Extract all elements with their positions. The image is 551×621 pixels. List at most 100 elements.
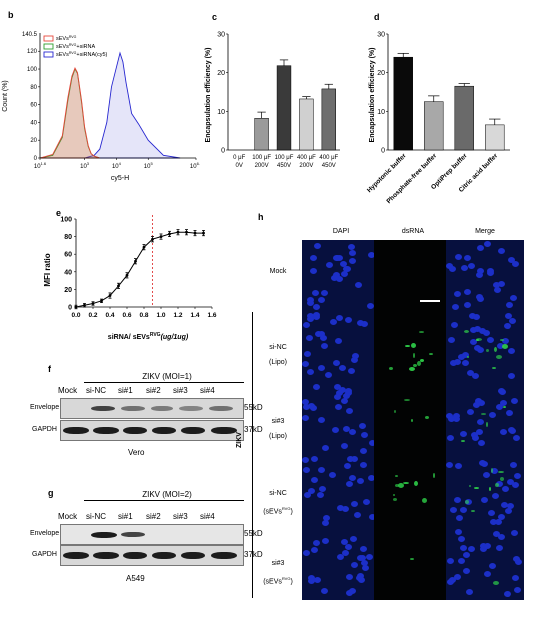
nucleus bbox=[346, 481, 353, 487]
nucleus bbox=[336, 276, 343, 282]
nucleus bbox=[360, 546, 367, 552]
nucleus bbox=[501, 502, 508, 508]
nucleus bbox=[313, 540, 320, 546]
nucleus bbox=[317, 492, 324, 498]
nucleus bbox=[505, 508, 512, 514]
nucleus bbox=[504, 591, 511, 597]
nucleus bbox=[320, 335, 327, 341]
nucleus bbox=[345, 544, 352, 550]
nucleus bbox=[369, 440, 376, 446]
nucleus bbox=[451, 322, 458, 328]
nucleus bbox=[466, 589, 473, 595]
panel-h-group-bracket bbox=[252, 312, 253, 598]
nucleus bbox=[345, 388, 352, 394]
panel-f-label: f bbox=[48, 364, 51, 374]
y-tick-label: 20 bbox=[64, 287, 72, 294]
nucleus bbox=[362, 565, 369, 571]
nucleus bbox=[331, 275, 338, 281]
dsrna-signal bbox=[498, 471, 504, 473]
nucleus bbox=[452, 304, 459, 310]
bar bbox=[424, 101, 444, 151]
nucleus bbox=[477, 268, 484, 274]
y-tick-label: 80 bbox=[64, 234, 72, 241]
panel-f-row-label: Envelope bbox=[30, 404, 60, 411]
panel-h-group-label: ZIKV bbox=[236, 432, 243, 448]
data-point bbox=[74, 305, 78, 309]
panel-b-label: b bbox=[8, 10, 14, 20]
y-tick-label: 20 bbox=[217, 70, 225, 77]
nucleus bbox=[453, 416, 460, 422]
nucleus bbox=[332, 427, 339, 433]
nucleus bbox=[341, 539, 348, 545]
nucleus bbox=[458, 558, 465, 564]
nucleus bbox=[449, 577, 456, 583]
panel-e-line-chart: MFI ratio 0 20 40 60 80 100 0.0 0.2 0.4 0.6 0.8 1.0… bbox=[43, 215, 217, 341]
data-point bbox=[176, 230, 180, 234]
nucleus bbox=[462, 360, 469, 366]
lane-label: si#3 bbox=[173, 512, 188, 521]
dsrna-signal bbox=[496, 355, 502, 359]
nucleus bbox=[307, 369, 314, 375]
nucleus bbox=[511, 530, 518, 536]
nucleus bbox=[508, 348, 515, 354]
y-tick-label: 20 bbox=[30, 138, 37, 144]
nucleus bbox=[340, 261, 347, 267]
nucleus bbox=[360, 462, 367, 468]
y-tick-label: 100 bbox=[60, 217, 72, 224]
nucleus bbox=[357, 478, 364, 484]
nucleus bbox=[479, 328, 486, 334]
nucleus bbox=[349, 429, 356, 435]
nucleus bbox=[479, 460, 486, 466]
nucleus bbox=[472, 373, 479, 379]
data-point bbox=[142, 245, 146, 249]
nucleus bbox=[335, 404, 342, 410]
panel-g-size-label: 37kD bbox=[244, 550, 263, 559]
nucleus bbox=[344, 463, 351, 469]
nucleus bbox=[484, 543, 491, 549]
nucleus bbox=[330, 319, 337, 325]
dsrna-signal bbox=[419, 331, 424, 333]
bar bbox=[299, 98, 314, 151]
panel-f-row-label: GAPDH bbox=[32, 426, 57, 433]
micrograph-dsrna bbox=[374, 312, 452, 384]
lane-label: si#4 bbox=[200, 386, 215, 395]
nucleus bbox=[502, 486, 509, 492]
blot-band bbox=[91, 406, 115, 411]
nucleus bbox=[463, 552, 470, 558]
x-tick-label: 1.0 bbox=[156, 312, 165, 319]
nucleus bbox=[477, 245, 484, 251]
panel-b-ylabel: Count (%) bbox=[2, 80, 9, 112]
panel-e-xlabel: siRNA/ sEVsRVG(ug/1ug) bbox=[108, 332, 189, 341]
panel-h-row-label: si#3 (sEVsRVG) bbox=[263, 560, 293, 586]
x-tick-label: 1.2 bbox=[173, 312, 182, 319]
nucleus bbox=[303, 404, 310, 410]
nucleus bbox=[505, 313, 512, 319]
nucleus bbox=[336, 315, 343, 321]
nucleus bbox=[506, 410, 513, 416]
nucleus bbox=[460, 431, 467, 437]
dsrna-signal bbox=[411, 419, 413, 422]
nucleus bbox=[507, 479, 514, 485]
nucleus bbox=[461, 265, 468, 271]
micrograph-dapi bbox=[302, 456, 380, 528]
blot-band bbox=[123, 552, 147, 559]
nucleus bbox=[469, 313, 476, 319]
nucleus bbox=[509, 428, 516, 434]
panel-g-size-label: 55kD bbox=[244, 529, 263, 538]
nucleus bbox=[448, 337, 455, 343]
nucleus bbox=[303, 550, 310, 556]
panel-h-row-label: si-NC (sEVsRVG) bbox=[263, 490, 293, 516]
nucleus bbox=[322, 538, 329, 544]
x-tick-label: 0.6 bbox=[122, 312, 131, 319]
nucleus bbox=[306, 335, 313, 341]
panel-f-header: ZIKV (MOI=1) bbox=[142, 372, 192, 381]
data-point bbox=[151, 237, 154, 241]
nucleus bbox=[344, 266, 351, 272]
panel-d-ylabel: Encapsulation efficiency (%) bbox=[369, 48, 376, 143]
blot-band bbox=[63, 427, 89, 434]
x-tick-label: 106.5 bbox=[190, 161, 200, 170]
dsrna-signal bbox=[414, 481, 418, 486]
nucleus bbox=[454, 291, 461, 297]
nucleus bbox=[460, 507, 467, 513]
